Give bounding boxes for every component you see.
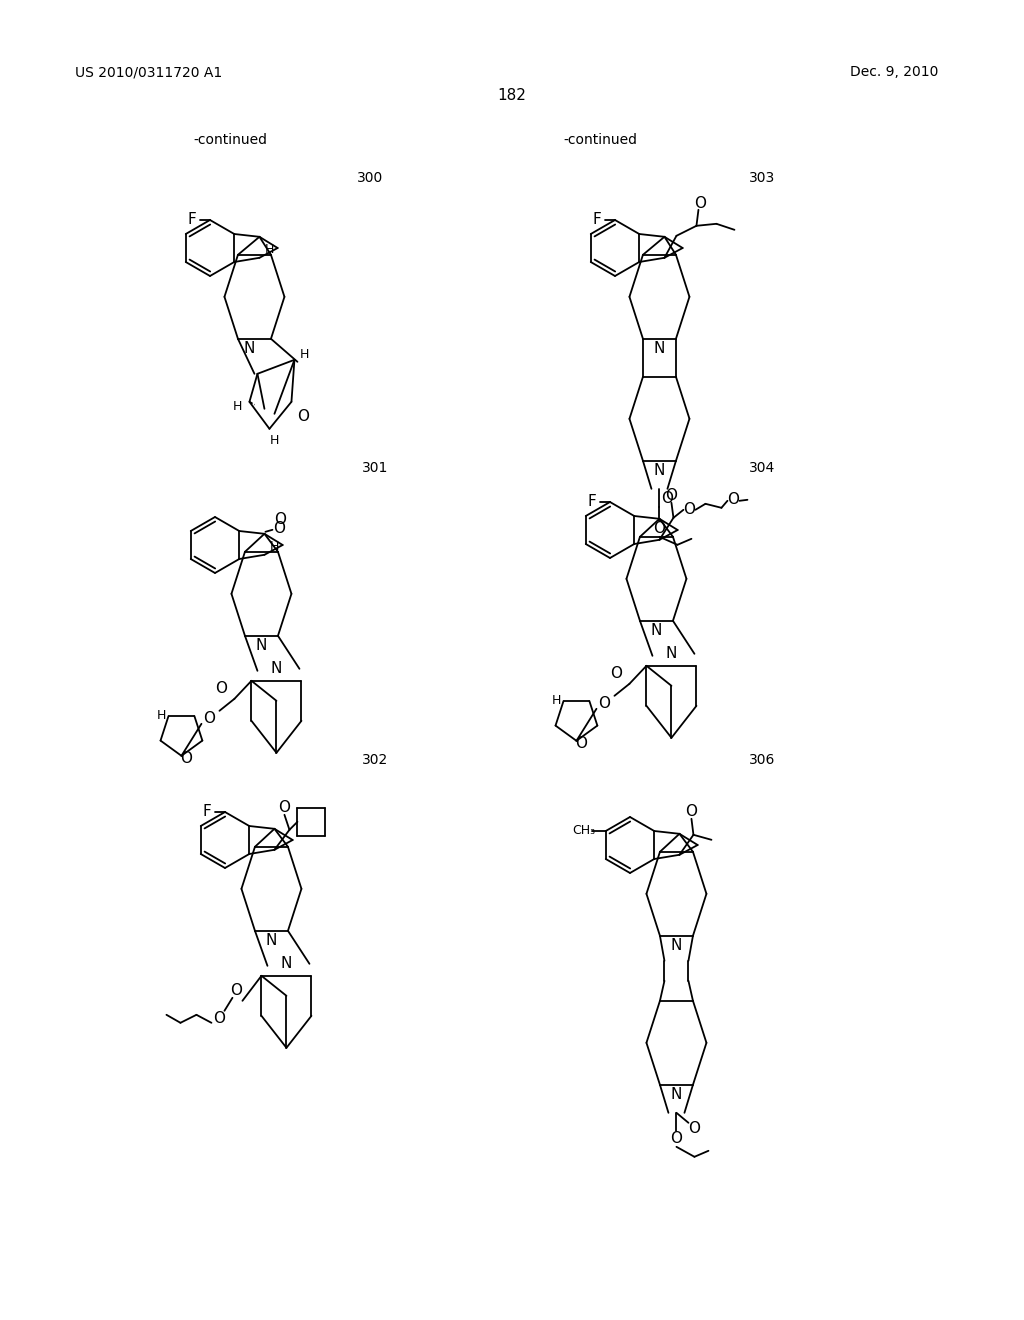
Text: H: H: [300, 348, 309, 362]
Text: H: H: [269, 540, 280, 553]
Text: Dec. 9, 2010: Dec. 9, 2010: [850, 65, 938, 79]
Text: 300: 300: [357, 172, 383, 185]
Text: O: O: [204, 711, 215, 726]
Text: O: O: [230, 983, 243, 998]
Text: CH₃: CH₃: [572, 825, 595, 837]
Text: F: F: [593, 213, 601, 227]
Text: H: H: [157, 709, 166, 722]
Text: 306: 306: [749, 752, 775, 767]
Text: O: O: [688, 1121, 700, 1137]
Text: N: N: [671, 1088, 682, 1102]
Text: N: N: [666, 647, 677, 661]
Text: N: N: [653, 342, 666, 356]
Text: O: O: [274, 512, 287, 527]
Text: -continued: -continued: [193, 133, 267, 147]
Text: O: O: [653, 521, 666, 536]
Text: 182: 182: [498, 87, 526, 103]
Text: 304: 304: [749, 461, 775, 475]
Text: O: O: [598, 697, 610, 711]
Text: O: O: [694, 197, 707, 211]
Text: O: O: [610, 667, 623, 681]
Text: N: N: [671, 939, 682, 953]
Text: N: N: [651, 623, 663, 639]
Text: O: O: [662, 491, 674, 507]
Text: O: O: [215, 681, 227, 697]
Text: H: H: [552, 694, 561, 708]
Text: N: N: [244, 342, 255, 356]
Text: N: N: [266, 933, 278, 948]
Text: O: O: [575, 737, 588, 751]
Text: US 2010/0311720 A1: US 2010/0311720 A1: [75, 65, 222, 79]
Text: N: N: [256, 639, 267, 653]
Text: O: O: [727, 492, 739, 507]
Text: O: O: [180, 751, 193, 767]
Text: H: H: [269, 434, 280, 447]
Text: N: N: [281, 956, 292, 972]
Text: H: H: [265, 243, 274, 256]
Text: O: O: [213, 1011, 225, 1027]
Text: O: O: [683, 503, 695, 517]
Text: O: O: [685, 804, 697, 820]
Text: O: O: [297, 409, 309, 424]
Text: 301: 301: [361, 461, 388, 475]
Text: F: F: [588, 495, 596, 510]
Text: N: N: [270, 661, 283, 676]
Text: O: O: [279, 800, 291, 816]
Text: -continued: -continued: [563, 133, 637, 147]
Text: O: O: [666, 488, 678, 503]
Text: O: O: [273, 521, 286, 536]
Text: N: N: [653, 463, 666, 478]
Text: F: F: [203, 804, 211, 820]
Text: 302: 302: [361, 752, 388, 767]
Text: 303: 303: [749, 172, 775, 185]
Text: O: O: [671, 1131, 682, 1146]
Text: H: H: [232, 400, 242, 413]
Text: F: F: [187, 213, 197, 227]
